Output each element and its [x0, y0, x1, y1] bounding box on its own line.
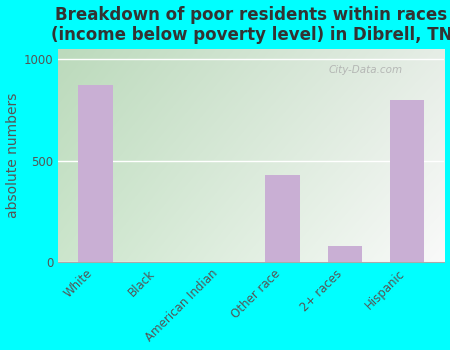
Title: Breakdown of poor residents within races
(income below poverty level) in Dibrell: Breakdown of poor residents within races…	[50, 6, 450, 44]
Bar	[390, 99, 424, 262]
Text: City-Data.com: City-Data.com	[328, 65, 403, 75]
Bar	[328, 246, 362, 262]
Bar	[266, 175, 300, 262]
Bar	[78, 85, 112, 262]
Y-axis label: absolute numbers: absolute numbers	[5, 93, 19, 218]
